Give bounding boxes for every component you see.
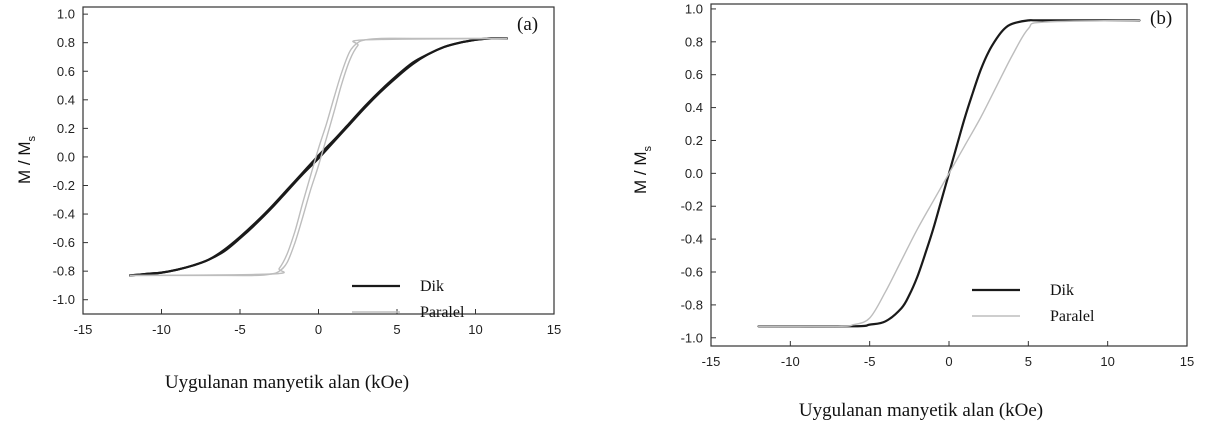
y-axis-title-main: M / M: [631, 152, 650, 195]
y-tick-label: -0.8: [681, 297, 703, 312]
y-tick-label: 0.4: [685, 100, 703, 115]
series-line-paralel: [129, 37, 508, 277]
y-axis-title-main: M / M: [15, 142, 34, 185]
legend-label-dik: Dik: [1050, 282, 1074, 299]
x-tick-label: -15: [74, 322, 93, 337]
y-tick-label: -0.8: [53, 264, 75, 279]
chart-panel-a: -15 -10 -5 0 5 10 15 1.0 0.8 0.6 0.4 0.2 0.0 -0.2 -0.4…: [15, 6, 561, 393]
x-tick-label: -10: [152, 322, 171, 337]
y-tick-label: -0.4: [681, 232, 703, 247]
y-axis-title: M / Ms: [15, 136, 38, 185]
y-tick-label: 0.8: [57, 35, 75, 50]
x-tick-label: 5: [393, 322, 400, 337]
x-tick-label: 10: [468, 322, 482, 337]
x-tick-label: -10: [781, 354, 800, 369]
y-tick-label: 0.0: [685, 166, 703, 181]
y-tick-label: -0.4: [53, 207, 75, 222]
y-tick-label: -1.0: [53, 292, 75, 307]
legend-label-paralel: Paralel: [1050, 308, 1095, 325]
legend-label-paralel: Paralel: [420, 304, 465, 321]
y-tick-label: -0.6: [681, 265, 703, 280]
x-axis-title: Uygulanan manyetik alan (kOe): [799, 400, 1043, 421]
x-tick-label: 0: [315, 322, 322, 337]
plot-frame: [82, 6, 555, 315]
y-axis-title: M / Ms: [631, 146, 654, 195]
series-line-dik: [757, 19, 1141, 328]
y-tick-label: 0.2: [685, 133, 703, 148]
y-tick-label: 1.0: [57, 7, 75, 22]
y-tick-label: -0.2: [53, 178, 75, 193]
x-tick-label: -15: [702, 354, 721, 369]
y-tick-label: 0.0: [57, 149, 75, 164]
series-paralel: [129, 37, 508, 277]
x-axis-title: Uygulanan manyetik alan (kOe): [165, 372, 409, 393]
x-tick-label: 15: [1180, 354, 1194, 369]
y-tick-label: -0.6: [53, 235, 75, 250]
chart-panel-b: -15 -10 -5 0 5 10 15 1.0 0.8 0.6 0.4 0.2 0.0 -0.2 -0.4…: [631, 1, 1194, 421]
series-line-paralel: [757, 19, 1141, 328]
x-tick-label: 5: [1025, 354, 1032, 369]
x-tick-label: -5: [864, 354, 876, 369]
panel-label: (a): [517, 14, 538, 35]
series-dik: [757, 19, 1141, 328]
y-axis-title-subscript: s: [26, 136, 38, 142]
series-paralel: [757, 19, 1141, 328]
x-tick-label: 15: [547, 322, 561, 337]
legend-label-dik: Dik: [420, 278, 444, 295]
y-tick-label: 1.0: [685, 1, 703, 16]
y-tick-label: -0.2: [681, 199, 703, 214]
panel-label: (b): [1150, 8, 1172, 29]
x-tick-label: 10: [1100, 354, 1114, 369]
x-tick-label: -5: [234, 322, 246, 337]
y-tick-label: 0.2: [57, 121, 75, 136]
y-tick-label: 0.8: [685, 34, 703, 49]
series-line-dik: [129, 37, 508, 277]
series-dik: [129, 37, 508, 277]
y-tick-label: -1.0: [681, 330, 703, 345]
y-tick-label: 0.6: [685, 67, 703, 82]
y-tick-label: 0.6: [57, 64, 75, 79]
y-tick-label: 0.4: [57, 92, 75, 107]
y-axis-title-subscript: s: [642, 146, 654, 152]
x-tick-label: 0: [945, 354, 952, 369]
